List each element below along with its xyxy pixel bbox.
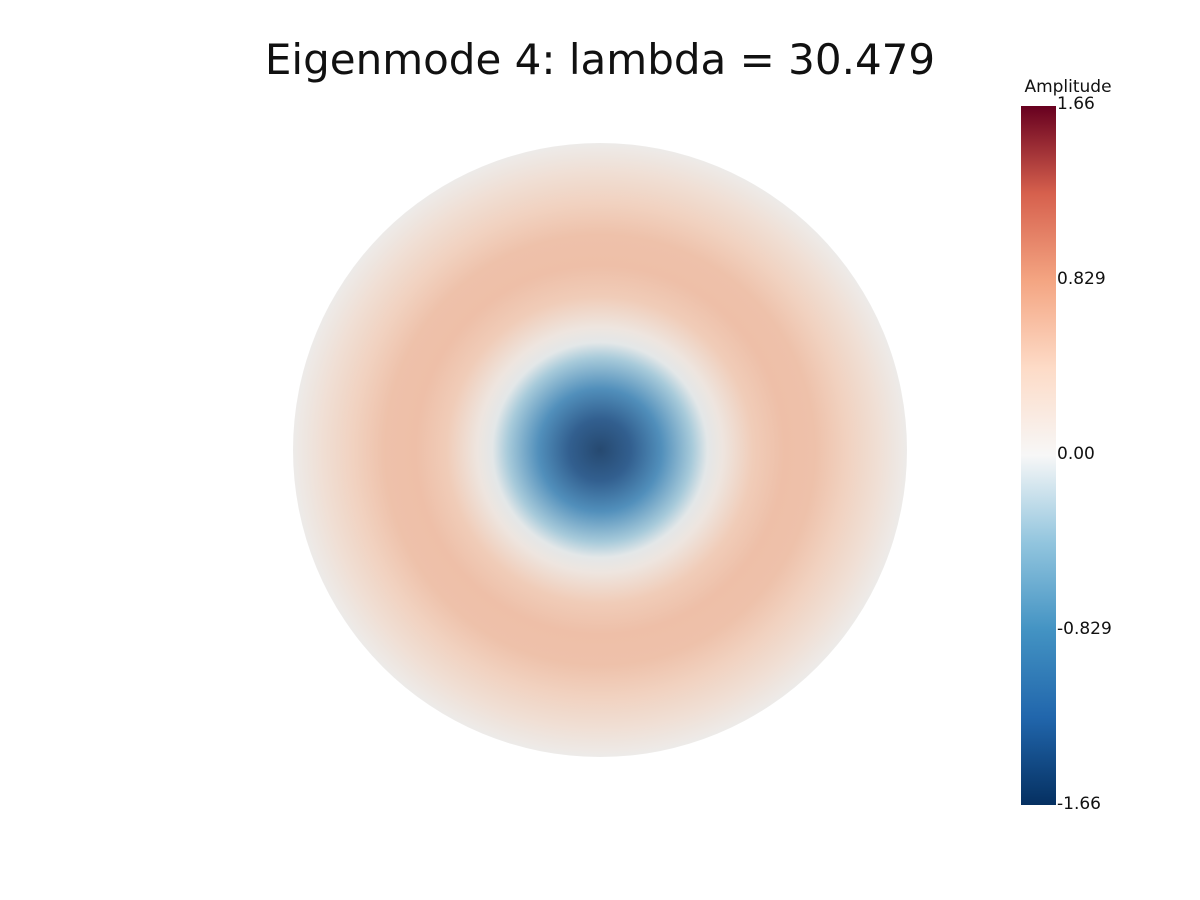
- chart-title: Eigenmode 4: lambda = 30.479: [264, 35, 936, 84]
- colorbar-tick-upper: 0.829: [1057, 269, 1106, 289]
- colorbar: [1021, 106, 1056, 805]
- colorbar-tick-max: 1.66: [1057, 94, 1095, 114]
- colorbar-title: Amplitude: [1024, 77, 1112, 97]
- colorbar-tick-min: -1.66: [1057, 794, 1101, 814]
- colorbar-tick-zero: 0.00: [1057, 444, 1095, 464]
- eigenmode-disk-heatmap: [293, 143, 907, 757]
- colorbar-tick-lower: -0.829: [1057, 619, 1112, 639]
